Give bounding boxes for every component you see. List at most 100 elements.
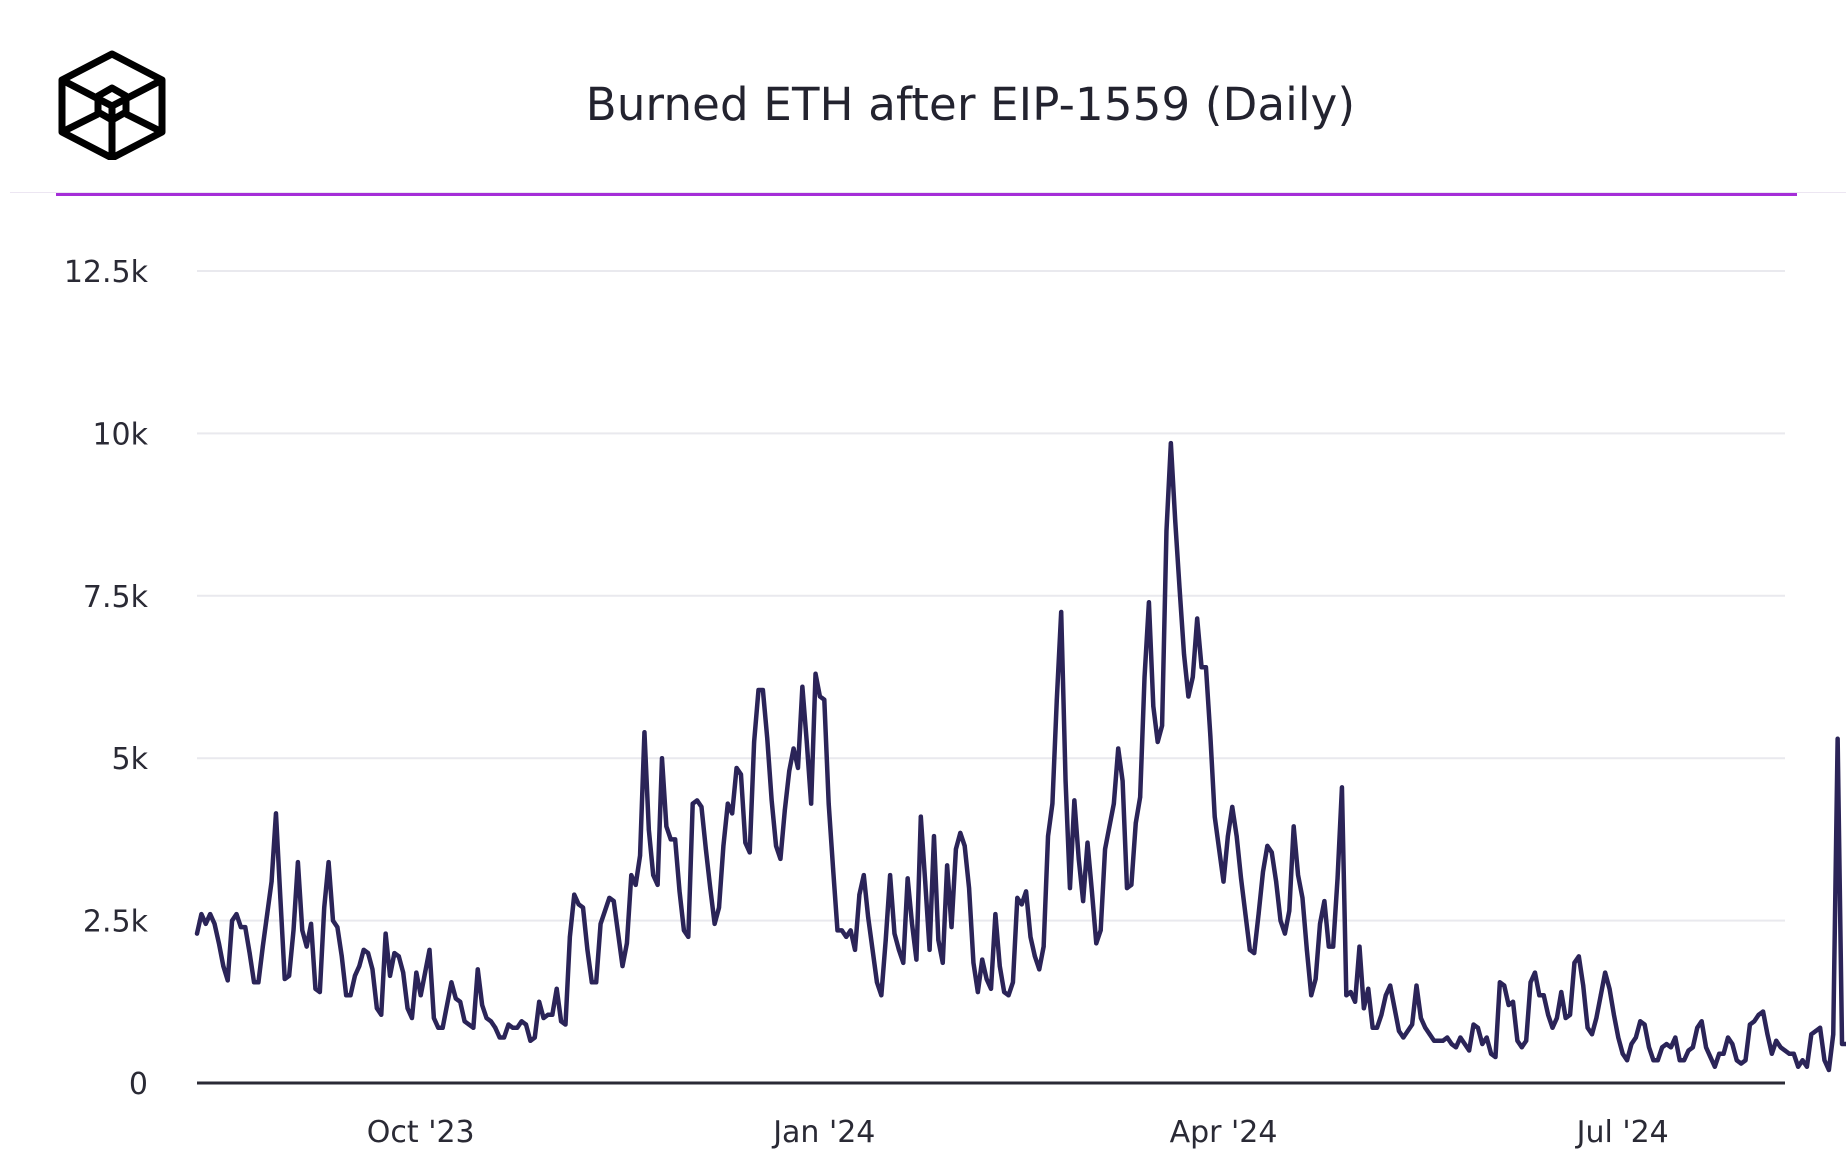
y-tick-label: 10k [92,417,148,452]
data-point [1230,804,1235,809]
data-point [629,873,634,878]
data-point [295,860,300,865]
data-point [1668,1045,1673,1050]
data-point [1203,665,1208,670]
data-point [782,808,787,813]
data-point [1603,970,1608,975]
data-point [348,993,353,998]
data-point [1550,1025,1555,1030]
data-point [1594,1016,1599,1021]
data-point [971,960,976,965]
data-point [1537,993,1542,998]
data-point [914,957,919,962]
data-point [1252,951,1257,956]
data-point [1651,1058,1656,1063]
data-point [1616,1035,1621,1040]
data-point [861,873,866,878]
data-point [1370,1025,1375,1030]
data-point [1256,912,1261,917]
series-group [194,440,1846,1073]
data-point [1625,1058,1630,1063]
data-point [1348,990,1353,995]
data-point [1607,986,1612,991]
data-point [686,934,691,939]
data-point [563,1022,568,1027]
data-point [1046,834,1051,839]
data-point [392,951,397,956]
data-point [835,928,840,933]
data-point [975,990,980,995]
data-point [1019,902,1024,907]
data-point [1769,1051,1774,1056]
data-point [1282,931,1287,936]
data-point [1778,1045,1783,1050]
data-point [357,964,362,969]
data-point [1791,1051,1796,1056]
data-point [510,1025,515,1030]
data-point [1427,1032,1432,1037]
y-tick-label: 12.5k [64,255,149,290]
data-point [361,947,366,952]
data-point [269,879,274,884]
data-point [554,986,559,991]
data-point [401,970,406,975]
data-point [1546,1012,1551,1017]
data-point [1638,1019,1643,1024]
data-point [497,1035,502,1040]
data-point [791,746,796,751]
data-point [339,954,344,959]
data-point [1405,1029,1410,1034]
data-point [853,947,858,952]
data-point [366,951,371,956]
data-point [1401,1035,1406,1040]
data-point [712,921,717,926]
data-point [795,765,800,770]
data-point [1379,1012,1384,1017]
data-point [1462,1042,1467,1047]
data-point [1765,1032,1770,1037]
data-point [1475,1025,1480,1030]
data-point [1445,1035,1450,1040]
data-point [418,993,423,998]
data-point [1278,918,1283,923]
data-point [677,889,682,894]
data-point [1629,1042,1634,1047]
data-point [765,736,770,741]
data-point [1682,1058,1687,1063]
data-point [870,947,875,952]
data-point [787,769,792,774]
data-point [581,905,586,910]
data-point [537,999,542,1004]
data-point [1835,736,1840,741]
data-point [515,1025,520,1030]
data-point [1111,801,1116,806]
data-point [1361,1006,1366,1011]
data-point [1840,1042,1845,1047]
data-point [874,980,879,985]
data-point [1388,983,1393,988]
data-point [931,834,936,839]
data-point [1655,1058,1660,1063]
data-point [1089,889,1094,894]
data-point [620,964,625,969]
data-point [1467,1048,1472,1053]
data-point [896,947,901,952]
data-point [265,912,270,917]
data-point [1563,1016,1568,1021]
data-point [423,970,428,975]
data-point [585,947,590,952]
data-point [1739,1061,1744,1066]
data-point [831,866,836,871]
data-point [778,856,783,861]
data-point [1633,1035,1638,1040]
data-point [212,921,217,926]
data-point [1366,986,1371,991]
data-point [708,886,713,891]
data-point [699,804,704,809]
data-point [1265,843,1270,848]
x-tick-label: Jul '24 [1575,1115,1669,1150]
data-point [633,882,638,887]
data-point [1664,1042,1669,1047]
data-point [462,1019,467,1024]
